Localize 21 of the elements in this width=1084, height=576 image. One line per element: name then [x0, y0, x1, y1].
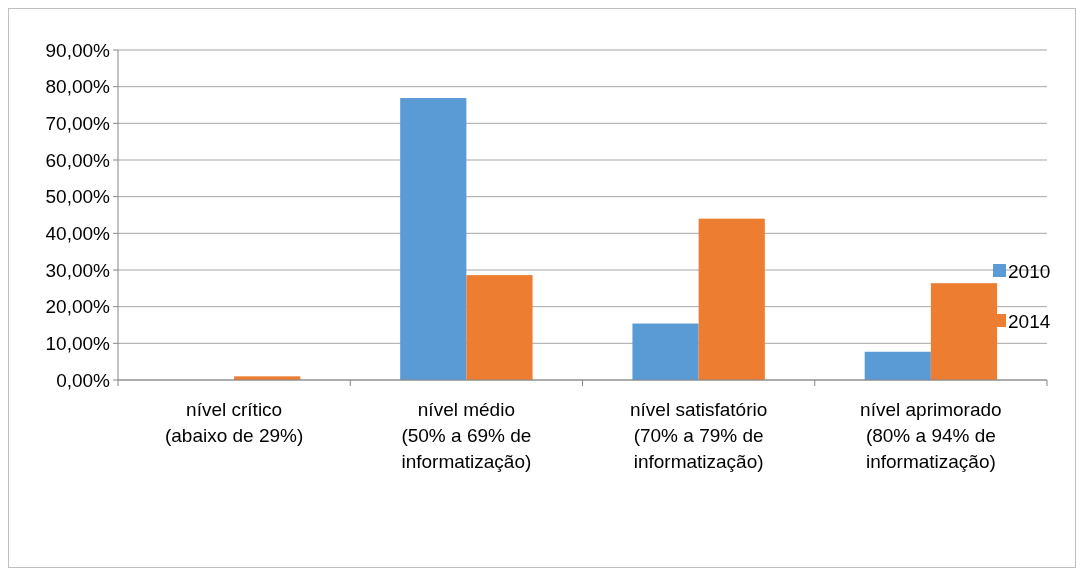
bar [466, 275, 533, 380]
y-tick-label: 70,00% [45, 112, 111, 134]
bar [632, 323, 699, 380]
x-tick-label: nível crítico (abaixo de 29%) [164, 399, 304, 446]
legend-label: 2010 [1008, 260, 1051, 282]
y-tick-label: 30,00% [45, 259, 111, 281]
bar [698, 218, 765, 380]
y-tick-label: 0,00% [56, 369, 111, 391]
y-tick-label: 80,00% [45, 76, 111, 98]
x-tick-label: nível aprimorado (80% a 94% de informatização) [860, 399, 1002, 472]
y-tick-label: 40,00% [45, 222, 111, 244]
x-tick-label: nível satisfatório (70% a 79% de informatização) [629, 399, 768, 472]
y-tick-label: 50,00% [45, 186, 111, 208]
y-tick-label: 20,00% [45, 296, 111, 318]
y-tick-label: 90,00% [45, 39, 111, 61]
bar [864, 351, 931, 380]
y-tick-label: 60,00% [45, 149, 111, 171]
y-tick-label: 10,00% [45, 332, 111, 354]
bar [400, 98, 467, 380]
x-tick-label: nível médio (50% a 69% de informatização) [401, 399, 532, 472]
legend-label: 2014 [1008, 310, 1051, 332]
